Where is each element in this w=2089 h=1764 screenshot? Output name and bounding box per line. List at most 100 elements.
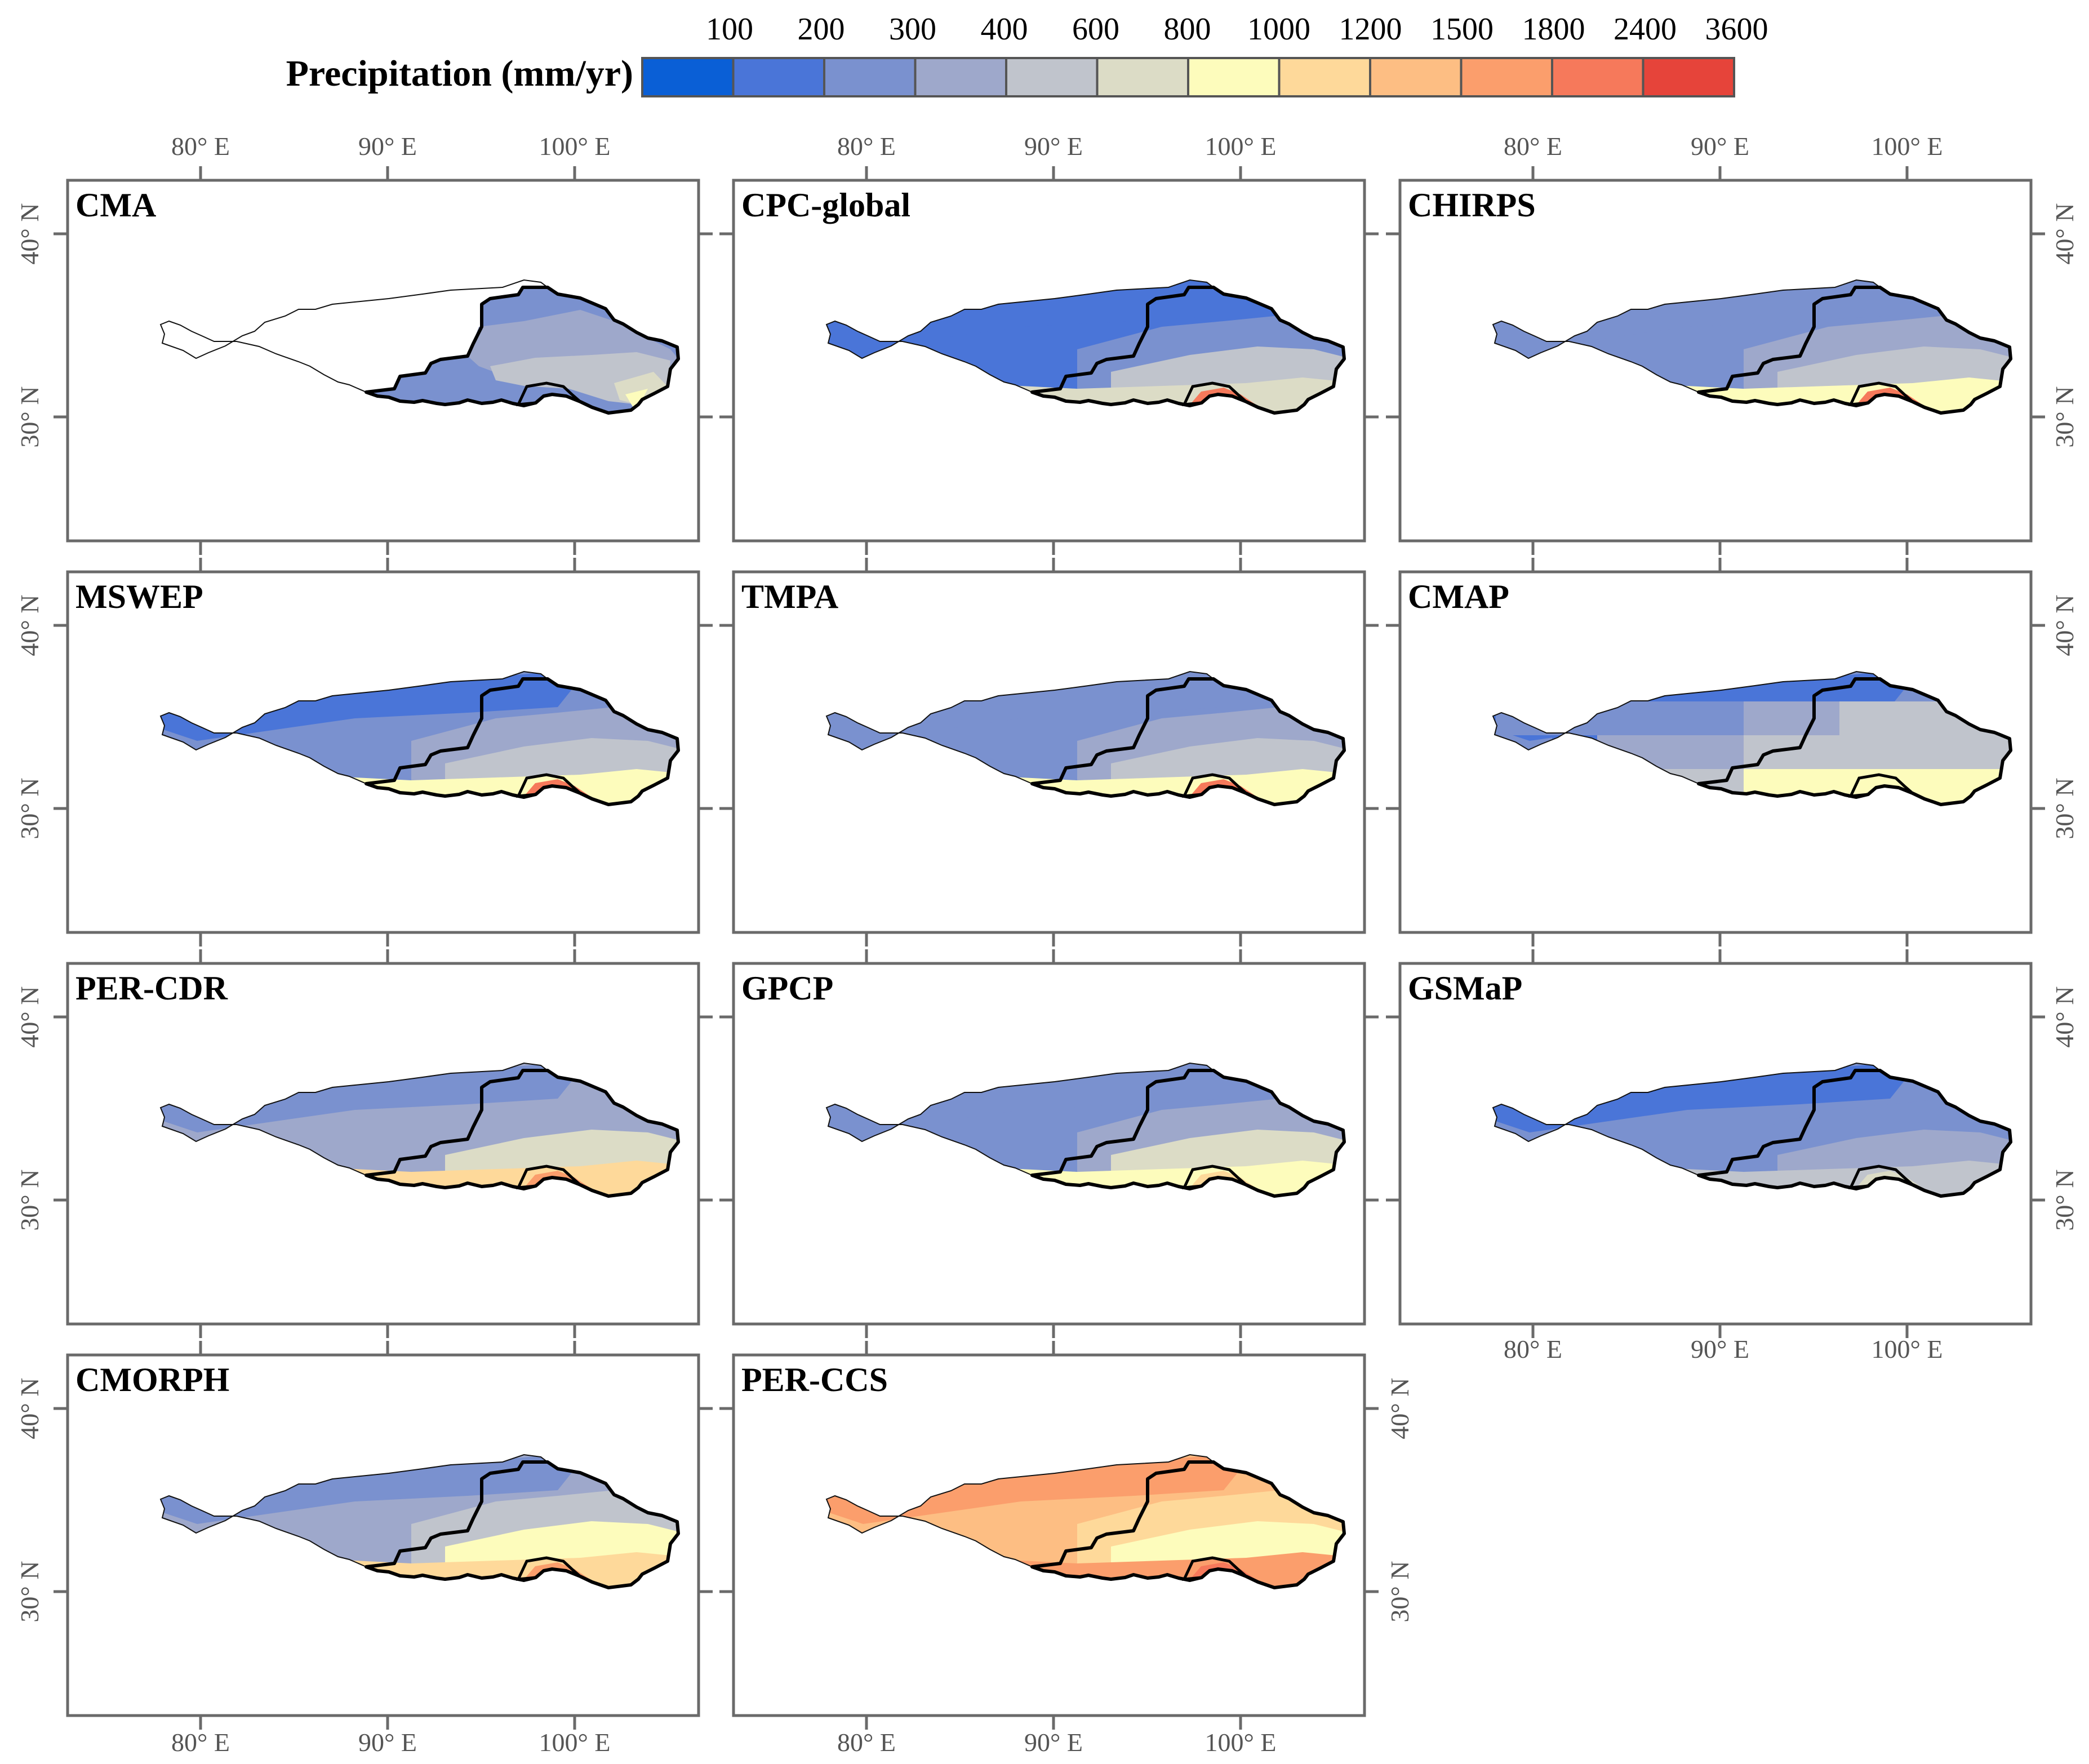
south-basin-boundary: [515, 1556, 581, 1581]
legend-swatch: [1278, 57, 1371, 97]
basin-boundary: [1697, 286, 2012, 415]
legend-swatch: [823, 57, 917, 97]
panel-title: MSWEP: [75, 578, 203, 615]
grid-cell: [1614, 701, 1744, 735]
basin-boundary: [365, 286, 680, 415]
lon-label: 90° E: [1691, 132, 1749, 161]
lat-label: 40° N: [1385, 1378, 1414, 1439]
legend-break-label: 400: [981, 12, 1028, 47]
legend-swatch: [1369, 57, 1463, 97]
panel-title: PER-CCS: [741, 1361, 888, 1398]
map-panels: CMA CPC-global CHIRPS MSWEP TMPA CMAP PER-CDR G…: [54, 166, 2045, 1730]
lon-label: 90° E: [358, 132, 417, 161]
lon-label: 80° E: [837, 132, 896, 161]
basin-boundary: [1030, 677, 1346, 806]
map-panel-cmap: CMAP: [1386, 558, 2045, 947]
panel-title: PER-CDR: [75, 970, 228, 1007]
precip-zone: [161, 673, 580, 741]
precip-zone: [1493, 1065, 1913, 1132]
legend: Precipitation (mm/yr) 100 200 300 400 600 800…: [286, 12, 1768, 97]
lon-label: 100° E: [539, 132, 611, 161]
map-panel-cmorph: CMORPH: [54, 1341, 713, 1730]
legend-swatch: [914, 57, 1007, 97]
legend-break-label: 300: [889, 12, 936, 47]
precip-zone: [625, 389, 648, 408]
map-panel-gpcp: GPCP: [719, 949, 1379, 1338]
lon-label: 90° E: [358, 1728, 417, 1757]
legend-break-label: 2400: [1614, 12, 1677, 47]
grid-cell: [1839, 735, 2011, 769]
legend-swatch: [1460, 57, 1553, 97]
lon-label: 90° E: [1691, 1335, 1749, 1363]
south-basin-boundary: [1848, 381, 1914, 406]
lat-label: 40° N: [2050, 594, 2079, 656]
legend-title: Precipitation (mm/yr): [286, 53, 633, 94]
panel-title: GPCP: [741, 970, 833, 1007]
basin-boundary: [1697, 677, 2012, 806]
lat-label: 40° N: [15, 986, 44, 1047]
south-basin-boundary: [515, 1165, 581, 1189]
legend-break-label: 1500: [1430, 12, 1494, 47]
precip-zone: [826, 673, 1246, 741]
map-panel-tmpa: TMPA: [719, 558, 1379, 947]
basin-boundary: [1697, 1069, 2012, 1198]
legend-swatch: [1551, 57, 1644, 97]
basin-boundary: [1030, 1069, 1346, 1198]
lat-label: 40° N: [2050, 203, 2079, 264]
legend-break-label: 600: [1072, 12, 1119, 47]
south-basin-boundary: [515, 381, 581, 406]
panel-title: CHIRPS: [1408, 186, 1536, 224]
panel-title: GSMaP: [1408, 970, 1522, 1007]
lat-label: 30° N: [1385, 1561, 1414, 1622]
basin-boundary: [1030, 1460, 1346, 1589]
lat-label: 30° N: [2050, 1169, 2079, 1230]
lon-label: 80° E: [1504, 1335, 1562, 1363]
legend-break-label: 1200: [1339, 12, 1402, 47]
precip-zone: [826, 282, 1246, 349]
south-basin-boundary: [1848, 1165, 1914, 1189]
lat-label: 40° N: [15, 203, 44, 264]
legend-colorbar: [641, 57, 1735, 97]
map-panel-chirps: CHIRPS: [1386, 166, 2045, 555]
basin-fill: [366, 287, 678, 413]
legend-break-label: 200: [798, 12, 845, 47]
legend-break-label: 100: [706, 12, 753, 47]
basin-boundary: [1030, 286, 1346, 415]
precip-zone: [1493, 282, 1913, 349]
map-panel-per-cdr: PER-CDR: [54, 949, 713, 1338]
south-basin-boundary: [515, 773, 581, 798]
lat-label: 40° N: [15, 1378, 44, 1439]
legend-break-label: 3600: [1705, 12, 1768, 47]
lon-label: 100° E: [1872, 132, 1943, 161]
plateau-map: [1492, 1062, 2012, 1198]
south-basin-boundary: [1181, 1165, 1247, 1189]
legend-swatch: [732, 57, 825, 97]
map-panel-gsmap: GSMaP: [1386, 949, 2045, 1338]
legend-swatch: [1096, 57, 1189, 97]
basin-boundary: [365, 677, 680, 806]
panel-title: CMA: [75, 186, 156, 224]
panel-title: CMAP: [1408, 578, 1509, 615]
legend-swatch: [1005, 57, 1099, 97]
lon-label: 80° E: [171, 1728, 230, 1757]
map-panel-cpc-global: CPC-global: [719, 166, 1379, 555]
legend-swatch: [1642, 57, 1735, 97]
precip-zone: [161, 1456, 580, 1524]
lon-label: 80° E: [171, 132, 230, 161]
precip-zone: [161, 1065, 580, 1132]
map-panel-per-ccs: PER-CCS: [719, 1341, 1379, 1730]
grid-cell: [1839, 701, 1930, 735]
lon-label: 80° E: [1504, 132, 1562, 161]
grid-cell: [1744, 701, 1839, 735]
lon-label: 100° E: [1205, 1728, 1277, 1757]
legend-swatch: [1187, 57, 1281, 97]
precip-zone: [826, 1065, 1246, 1132]
lat-label: 30° N: [15, 1169, 44, 1230]
legend-break-label: 1000: [1247, 12, 1310, 47]
lat-label: 30° N: [15, 1561, 44, 1622]
panel-title: CPC-global: [741, 186, 910, 224]
legend-break-label: 800: [1164, 12, 1211, 47]
lat-label: 30° N: [2050, 777, 2079, 839]
lon-label: 100° E: [1872, 1335, 1943, 1363]
